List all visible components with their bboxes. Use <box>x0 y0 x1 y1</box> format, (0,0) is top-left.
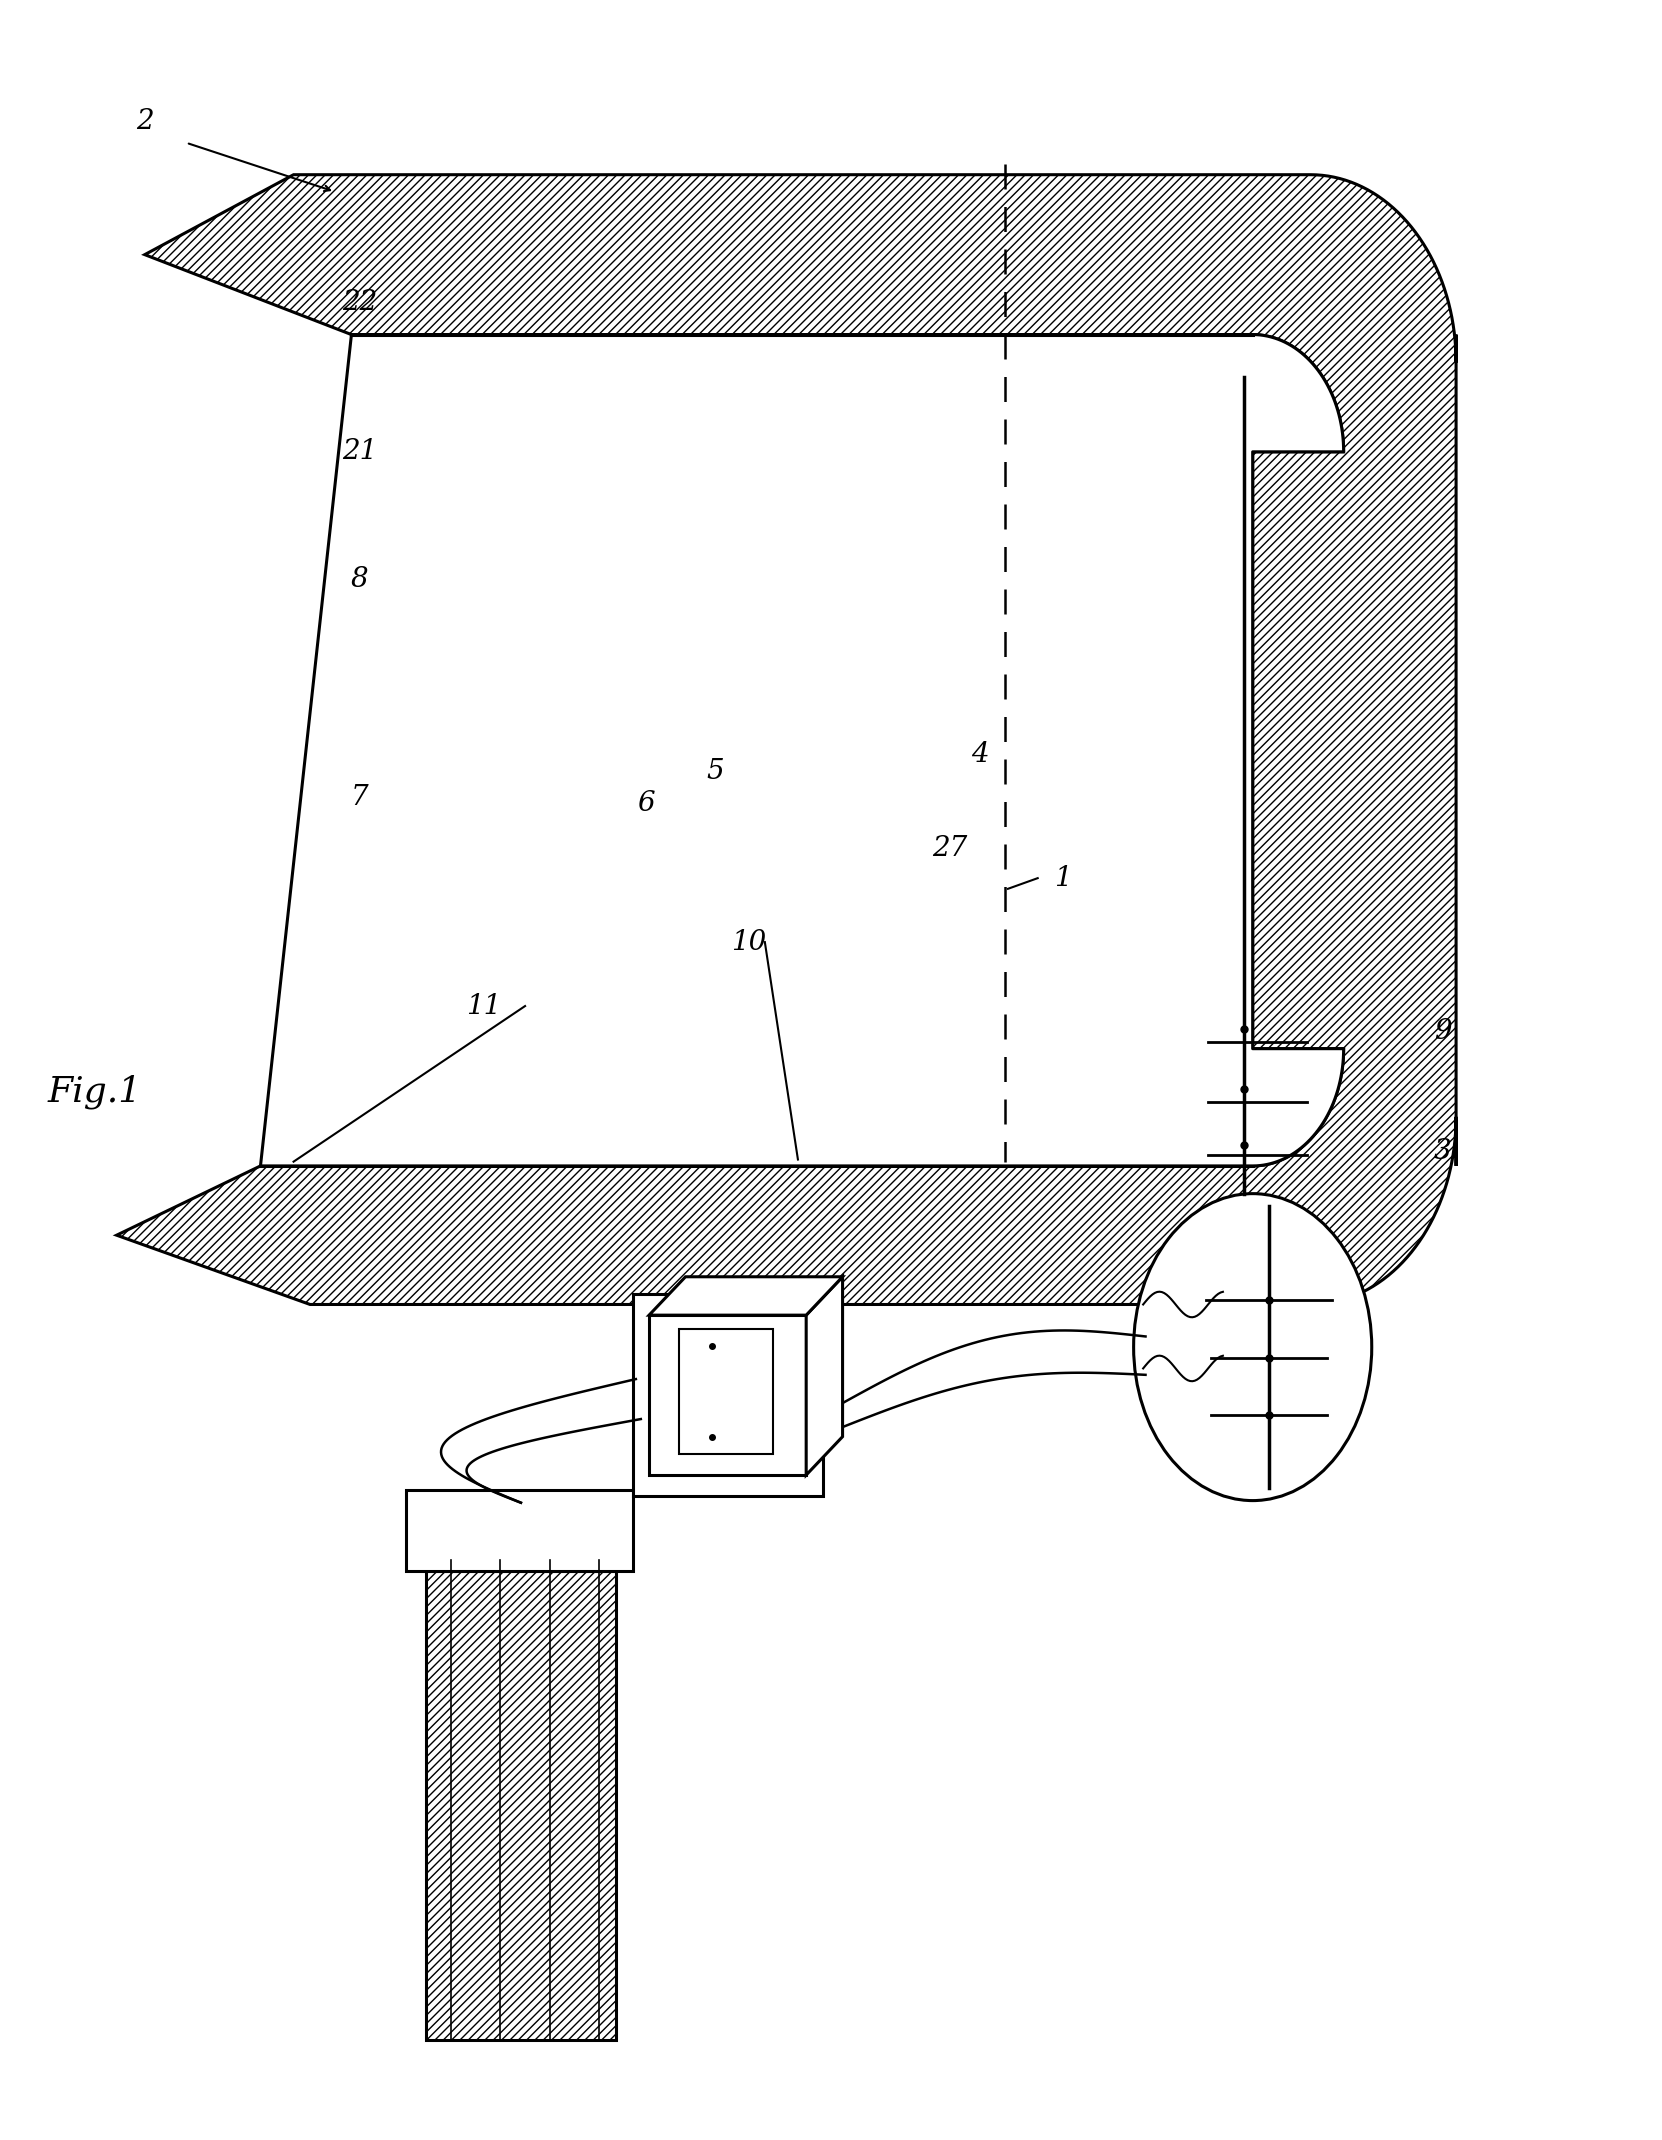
Text: 2: 2 <box>136 107 153 135</box>
Text: 1: 1 <box>1054 865 1072 892</box>
Circle shape <box>1133 1194 1371 1500</box>
Polygon shape <box>261 334 1343 1166</box>
Text: 21: 21 <box>342 439 377 464</box>
Text: 8: 8 <box>351 567 369 593</box>
Text: 9: 9 <box>1434 1019 1451 1044</box>
Polygon shape <box>116 175 1456 1305</box>
Text: 4: 4 <box>971 740 989 768</box>
Bar <box>650 1316 806 1474</box>
Polygon shape <box>806 1278 843 1474</box>
Bar <box>406 1489 633 1571</box>
Text: 6: 6 <box>637 790 655 817</box>
Bar <box>633 1295 823 1496</box>
Text: 10: 10 <box>731 929 766 957</box>
Text: Fig.1: Fig.1 <box>48 1074 143 1109</box>
Text: 11: 11 <box>465 993 502 1019</box>
Text: 7: 7 <box>351 783 369 811</box>
Text: 22: 22 <box>342 289 377 317</box>
Polygon shape <box>650 1278 843 1316</box>
Text: 5: 5 <box>706 758 725 785</box>
Text: 27: 27 <box>932 835 967 862</box>
Polygon shape <box>425 1571 617 2039</box>
Bar <box>678 1329 773 1453</box>
Text: 3: 3 <box>1434 1138 1451 1164</box>
